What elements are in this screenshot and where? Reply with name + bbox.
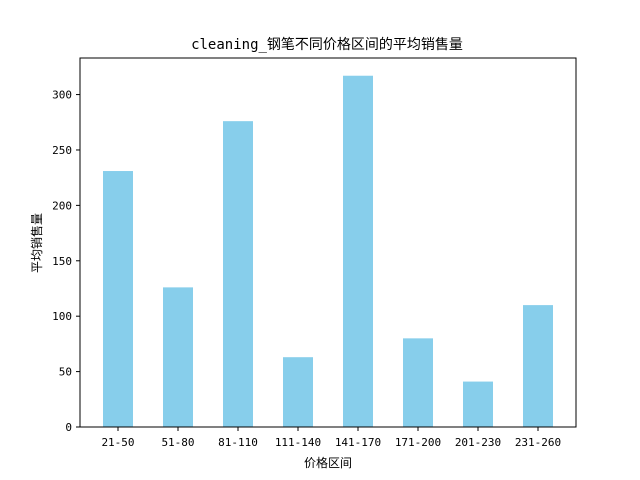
bar-141-170 — [343, 75, 373, 427]
chart-title: cleaning_钢笔不同价格区间的平均销售量 — [191, 37, 463, 53]
bar-201-230 — [463, 381, 493, 427]
x-tick-label: 111-140 — [275, 436, 321, 449]
y-tick-label: 250 — [52, 144, 72, 157]
x-tick-label: 51-80 — [161, 436, 194, 449]
x-axis-ticks: 21-50 51-80 81-110 111-140 141-170 171-200 201… — [101, 427, 561, 449]
plot-frame — [79, 57, 577, 428]
bar-81-110 — [223, 121, 253, 427]
y-tick-label: 0 — [65, 421, 72, 434]
y-tick-label: 200 — [52, 199, 72, 212]
y-tick-label: 300 — [52, 89, 72, 102]
x-tick-label: 81-110 — [218, 436, 258, 449]
bar-21-50 — [103, 171, 133, 427]
x-tick-label: 171-200 — [395, 436, 441, 449]
x-tick-label: 21-50 — [101, 436, 134, 449]
y-tick-label: 100 — [52, 310, 72, 323]
x-tick-label: 141-170 — [335, 436, 381, 449]
bars-group — [103, 75, 553, 427]
bar-231-260 — [523, 305, 553, 427]
y-tick-label: 150 — [52, 255, 72, 268]
y-axis-ticks: 0 50 100 150 200 250 300 — [52, 89, 80, 434]
x-tick-label: 231-260 — [515, 436, 561, 449]
bar-111-140 — [283, 357, 313, 427]
bar-51-80 — [163, 287, 193, 427]
y-axis-label: 平均销售量 — [29, 213, 44, 273]
x-axis-label: 价格区间 — [304, 455, 352, 470]
bar-171-200 — [403, 338, 433, 427]
y-tick-label: 50 — [59, 366, 72, 379]
x-tick-label: 201-230 — [455, 436, 501, 449]
